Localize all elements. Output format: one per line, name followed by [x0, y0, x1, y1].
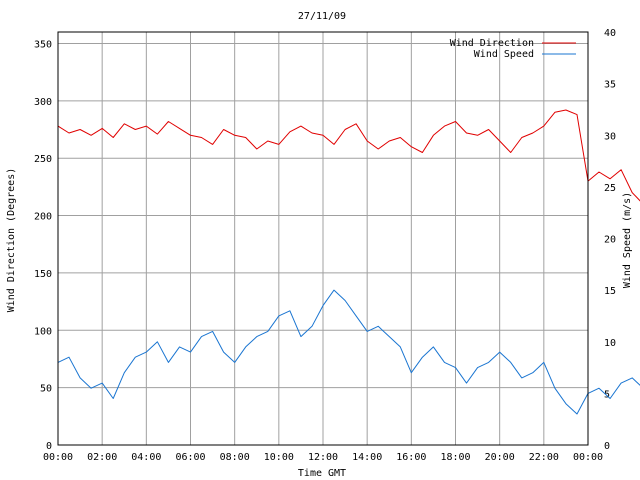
series-lines	[57, 109, 640, 415]
left-y-tick-label: 150	[34, 269, 52, 280]
legend-label: Wind Direction	[450, 38, 534, 49]
right-y-tick-label: 5	[604, 389, 610, 400]
x-tick-label: 06:00	[175, 452, 205, 463]
right-y-tick-label: 20	[604, 235, 616, 246]
x-tick-label: 22:00	[529, 452, 559, 463]
left-y-tick-labels: 0 50 100 150 200 250 300 350	[34, 39, 52, 452]
x-axis-label: Time GMT	[298, 468, 346, 479]
right-y-tick-label: 35	[604, 80, 616, 91]
x-tick-label: 20:00	[485, 452, 515, 463]
x-tick-label: 10:00	[264, 452, 294, 463]
x-tick-label: 00:00	[43, 452, 73, 463]
right-y-tick-label: 10	[604, 338, 616, 349]
x-tick-label: 18:00	[440, 452, 470, 463]
right-y-tick-label: 40	[604, 28, 616, 39]
left-y-tick-label: 0	[46, 441, 52, 452]
x-tick-label: 16:00	[396, 452, 426, 463]
right-y-tick-label: 0	[604, 441, 610, 452]
x-tick-label: 04:00	[131, 452, 161, 463]
left-y-tick-label: 350	[34, 39, 52, 50]
left-y-tick-label: 250	[34, 154, 52, 165]
wind-speed-line	[57, 289, 640, 415]
right-y-tick-labels: 0 5 10 15 20 25 30 35 40	[604, 28, 616, 452]
wind-direction-line	[57, 109, 640, 202]
left-y-tick-label: 300	[34, 97, 52, 108]
x-tick-label: 12:00	[308, 452, 338, 463]
right-y-tick-label: 25	[604, 183, 616, 194]
grid-lines	[58, 32, 588, 445]
x-tick-label: 14:00	[352, 452, 382, 463]
legend-label: Wind Speed	[474, 49, 534, 60]
x-tick-label: 00:00	[573, 452, 603, 463]
right-y-axis-label: Wind Speed (m/s)	[622, 192, 633, 288]
x-tick-label: 08:00	[220, 452, 250, 463]
x-tick-label: 02:00	[87, 452, 117, 463]
right-y-tick-label: 30	[604, 131, 616, 142]
chart-title: 27/11/09	[298, 11, 346, 22]
right-y-tick-label: 15	[604, 286, 616, 297]
left-y-tick-label: 50	[40, 384, 52, 395]
left-y-tick-label: 200	[34, 212, 52, 223]
left-y-tick-label: 100	[34, 326, 52, 337]
x-tick-labels: 00:00 02:00 04:00 06:00 08:00 10:00 12:00 14:00…	[43, 452, 603, 463]
plot-frame	[57, 31, 589, 446]
left-y-axis-label: Wind Direction (Degrees)	[6, 168, 17, 313]
